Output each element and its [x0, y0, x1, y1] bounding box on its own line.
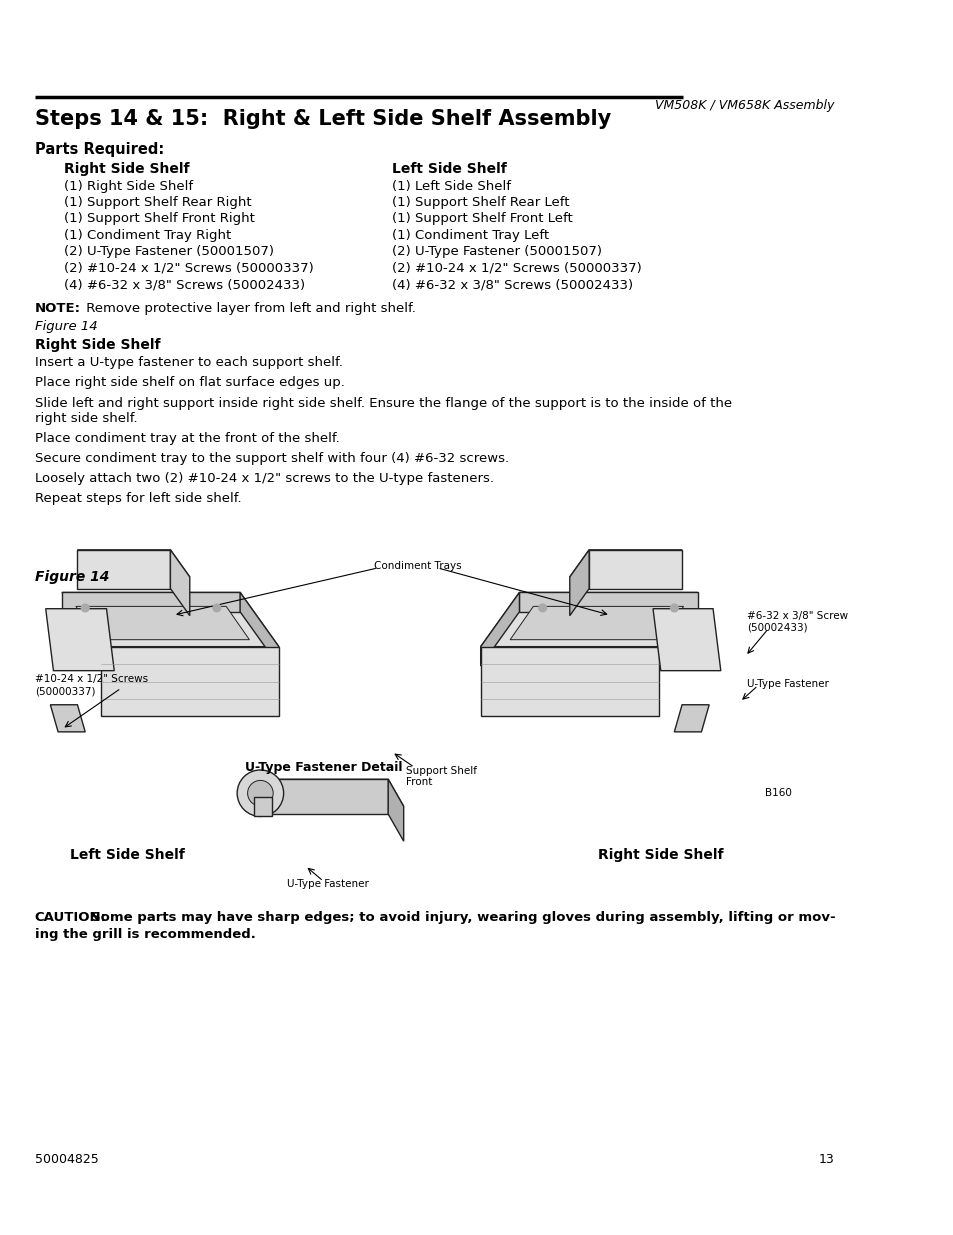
Polygon shape	[77, 550, 190, 577]
Text: Support Shelf
Front: Support Shelf Front	[405, 766, 476, 787]
Text: (1) Support Shelf Front Left: (1) Support Shelf Front Left	[392, 212, 572, 226]
Text: (1) Right Side Shelf: (1) Right Side Shelf	[64, 179, 193, 193]
Circle shape	[213, 604, 220, 611]
Text: (1) Condiment Tray Left: (1) Condiment Tray Left	[392, 228, 548, 242]
Text: (1) Condiment Tray Right: (1) Condiment Tray Right	[64, 228, 231, 242]
Polygon shape	[653, 609, 720, 671]
Polygon shape	[240, 593, 278, 666]
Circle shape	[237, 769, 283, 816]
Text: Right Side Shelf: Right Side Shelf	[598, 847, 722, 862]
Text: Remove protective layer from left and right shelf.: Remove protective layer from left and ri…	[82, 301, 416, 315]
Text: NOTE:: NOTE:	[34, 301, 81, 315]
Text: Steps 14 & 15:  Right & Left Side Shelf Assembly: Steps 14 & 15: Right & Left Side Shelf A…	[34, 110, 610, 130]
Text: (1) Left Side Shelf: (1) Left Side Shelf	[392, 179, 510, 193]
Text: (1) Support Shelf Front Right: (1) Support Shelf Front Right	[64, 212, 254, 226]
Polygon shape	[510, 606, 683, 640]
Text: Condiment Trays: Condiment Trays	[374, 561, 460, 571]
Text: #6-32 x 3/8" Screw
(50002433): #6-32 x 3/8" Screw (50002433)	[746, 610, 847, 632]
Polygon shape	[388, 779, 403, 841]
Circle shape	[248, 781, 273, 806]
Polygon shape	[264, 779, 388, 814]
Text: U-Type Fastener: U-Type Fastener	[746, 679, 828, 689]
Polygon shape	[77, 550, 171, 589]
Text: Figure 14: Figure 14	[34, 320, 97, 333]
Text: 50004825: 50004825	[34, 1152, 98, 1166]
Polygon shape	[569, 550, 589, 616]
Text: U-Type Fastener Detail: U-Type Fastener Detail	[245, 761, 402, 774]
Polygon shape	[480, 593, 697, 647]
Text: Slide left and right support inside right side shelf. Ensure the flange of the s: Slide left and right support inside righ…	[34, 396, 731, 410]
Polygon shape	[46, 609, 114, 671]
Text: B160: B160	[764, 788, 792, 798]
Text: #10-24 x 1/2" Screws
(50000337): #10-24 x 1/2" Screws (50000337)	[34, 674, 148, 697]
Text: (1) Support Shelf Rear Left: (1) Support Shelf Rear Left	[392, 196, 569, 209]
Text: (4) #6-32 x 3/8" Screws (50002433): (4) #6-32 x 3/8" Screws (50002433)	[64, 278, 305, 291]
Circle shape	[538, 604, 546, 611]
Polygon shape	[253, 797, 272, 816]
Text: right side shelf.: right side shelf.	[34, 412, 137, 425]
Text: Parts Required:: Parts Required:	[34, 142, 164, 157]
Polygon shape	[101, 647, 278, 716]
Text: (2) U-Type Fastener (50001507): (2) U-Type Fastener (50001507)	[392, 246, 601, 258]
Text: Loosely attach two (2) #10-24 x 1/2" screws to the U-type fasteners.: Loosely attach two (2) #10-24 x 1/2" scr…	[34, 472, 493, 485]
Text: Secure condiment tray to the support shelf with four (4) #6-32 screws.: Secure condiment tray to the support she…	[34, 452, 508, 466]
Polygon shape	[569, 550, 681, 577]
Polygon shape	[589, 550, 681, 589]
Polygon shape	[480, 593, 518, 666]
Text: (2) U-Type Fastener (50001507): (2) U-Type Fastener (50001507)	[64, 246, 274, 258]
Text: Place right side shelf on flat surface edges up.: Place right side shelf on flat surface e…	[34, 377, 344, 389]
Text: Right Side Shelf: Right Side Shelf	[64, 162, 189, 177]
Text: Some parts may have sharp edges; to avoid injury, wearing gloves during assembly: Some parts may have sharp edges; to avoi…	[91, 911, 835, 924]
Circle shape	[81, 604, 89, 611]
Text: Figure 14: Figure 14	[34, 569, 109, 584]
Polygon shape	[518, 593, 697, 611]
Text: CAUTION:: CAUTION:	[34, 911, 107, 924]
Polygon shape	[76, 606, 249, 640]
Text: (4) #6-32 x 3/8" Screws (50002433): (4) #6-32 x 3/8" Screws (50002433)	[392, 278, 632, 291]
Text: Left Side Shelf: Left Side Shelf	[392, 162, 506, 177]
Text: Right Side Shelf: Right Side Shelf	[34, 338, 160, 352]
Polygon shape	[62, 593, 240, 611]
Polygon shape	[62, 593, 278, 647]
Text: 13: 13	[818, 1152, 834, 1166]
Text: VM508K / VM658K Assembly: VM508K / VM658K Assembly	[655, 99, 834, 111]
Text: (2) #10-24 x 1/2" Screws (50000337): (2) #10-24 x 1/2" Screws (50000337)	[64, 262, 314, 274]
Polygon shape	[171, 550, 190, 616]
Polygon shape	[264, 779, 403, 806]
Polygon shape	[480, 647, 659, 716]
Text: (2) #10-24 x 1/2" Screws (50000337): (2) #10-24 x 1/2" Screws (50000337)	[392, 262, 641, 274]
Polygon shape	[674, 705, 708, 732]
Polygon shape	[51, 705, 85, 732]
Text: Place condiment tray at the front of the shelf.: Place condiment tray at the front of the…	[34, 432, 339, 445]
Text: U-Type Fastener: U-Type Fastener	[287, 879, 369, 889]
Text: Left Side Shelf: Left Side Shelf	[71, 847, 185, 862]
Text: ing the grill is recommended.: ing the grill is recommended.	[34, 927, 255, 941]
Circle shape	[670, 604, 678, 611]
Text: Insert a U-type fastener to each support shelf.: Insert a U-type fastener to each support…	[34, 357, 342, 369]
Text: (1) Support Shelf Rear Right: (1) Support Shelf Rear Right	[64, 196, 252, 209]
Text: Repeat steps for left side shelf.: Repeat steps for left side shelf.	[34, 493, 241, 505]
